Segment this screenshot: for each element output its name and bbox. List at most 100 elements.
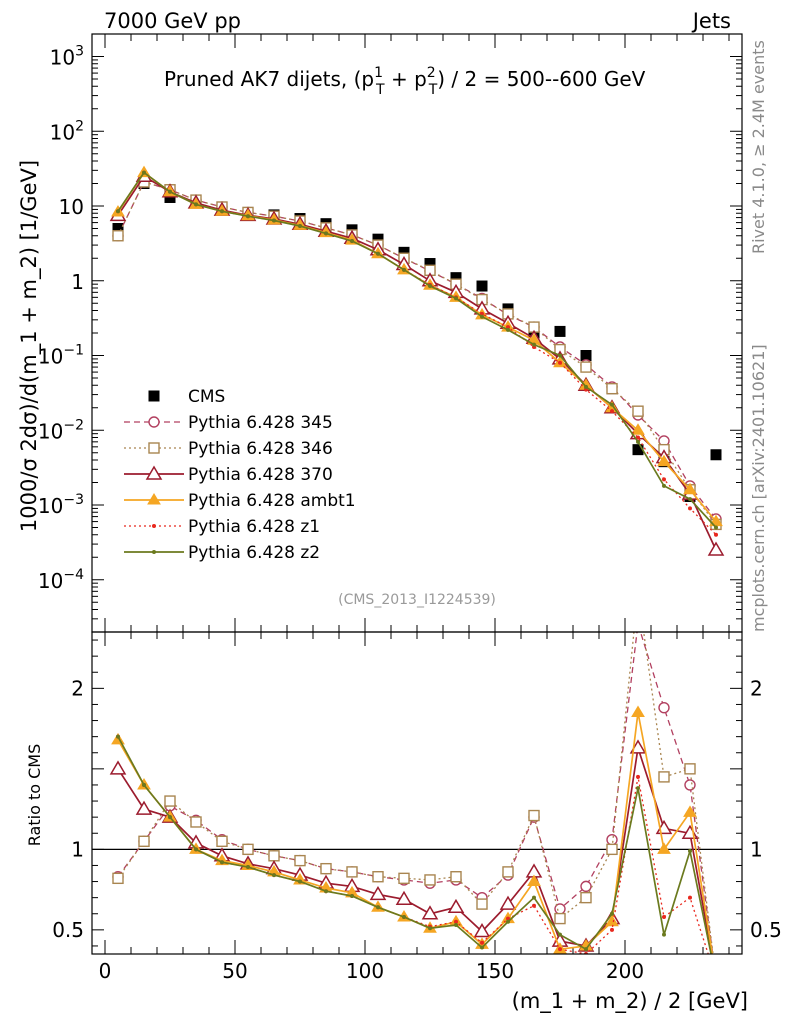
data-point-ambt1 (631, 423, 645, 435)
data-point-z2 (454, 296, 458, 301)
data-point-z2 (662, 483, 666, 488)
series-line-p370 (117, 747, 713, 954)
legend-label: Pythia 6.428 ambt1 (188, 491, 356, 511)
data-point-ambt1 (657, 454, 671, 467)
series-line-z2 (117, 736, 712, 954)
data-point-p346 (112, 230, 124, 242)
data-point-z2 (272, 218, 276, 223)
data-point-ambt1 (683, 482, 697, 495)
y-tick-label: 0.5 (52, 918, 84, 942)
data-point-z2 (194, 202, 198, 207)
data-point-p346 (606, 843, 618, 856)
data-point-CMS (424, 258, 436, 270)
data-point-p370 (369, 885, 387, 901)
data-point-z2 (636, 439, 640, 444)
series-p346 (112, 632, 721, 983)
data-point-CMS (398, 246, 410, 258)
data-point-p345 (606, 833, 618, 846)
data-point-p346 (450, 871, 462, 883)
x-tick-label: 100 (346, 959, 384, 983)
data-point-p346 (554, 912, 566, 925)
data-point-z1 (662, 477, 666, 482)
legend-marker (152, 550, 156, 554)
energy-label: 7000 GeV pp (104, 9, 241, 33)
data-point-z2 (298, 224, 302, 229)
series-z2 (116, 170, 718, 530)
ratio-axes: 0 50 100 150 200 0.5 0.5 1 1 2 2 (52, 632, 782, 983)
y-tick-label: 2 (71, 676, 84, 700)
data-point-z1 (610, 927, 614, 932)
data-point-z2 (610, 911, 614, 916)
data-point-z2 (714, 525, 718, 530)
y-tick-label: 2 (750, 676, 763, 700)
legend-entry-p346: Pythia 6.428 346 (124, 439, 333, 459)
data-point-z2 (272, 873, 276, 878)
rivet-version-label: Rivet 4.1.0, ≥ 2.4M events (749, 40, 768, 254)
data-point-p346 (528, 809, 540, 822)
series-ambt1 (111, 705, 714, 954)
series-line-z2 (117, 171, 717, 529)
data-point-p346 (658, 771, 670, 783)
data-point-p346 (398, 872, 410, 885)
data-point-z2 (688, 497, 692, 502)
data-point-z1 (636, 435, 640, 440)
x-tick-label: 50 (222, 959, 247, 983)
data-point-z2 (532, 342, 536, 347)
legend: CMS Pythia 6.428 345 Pythia 6.428 346 Pythi… (124, 387, 356, 563)
data-point-z2 (116, 734, 120, 739)
data-point-p370 (473, 922, 491, 938)
data-point-z2 (220, 860, 224, 865)
data-point-z2 (324, 889, 328, 894)
data-point-p346 (112, 872, 124, 885)
data-point-z1 (688, 895, 692, 900)
data-point-z1 (610, 409, 614, 414)
data-point-p346 (711, 973, 721, 983)
data-point-p346 (268, 850, 280, 862)
data-point-z2 (428, 926, 432, 931)
y-tick-label: 102 (50, 118, 84, 144)
main-series (109, 165, 725, 556)
x-tick-label: 200 (606, 959, 644, 983)
data-point-ambt1 (631, 705, 645, 717)
legend-label: CMS (188, 387, 225, 407)
chart-title: Pruned AK7 dijets, (p1 T + p2 T) / 2 = 500… (164, 65, 646, 98)
data-point-CMS (450, 272, 462, 284)
data-point-p370 (395, 890, 413, 906)
data-point-z2 (246, 865, 250, 870)
data-point-CMS (112, 223, 124, 235)
legend-label: Pythia 6.428 346 (188, 439, 333, 459)
data-point-z2 (246, 214, 250, 219)
data-point-p345 (633, 619, 643, 629)
data-point-z1 (532, 903, 536, 908)
data-point-z2 (428, 284, 432, 289)
data-point-ambt1 (657, 842, 671, 854)
analysis-id-label: (CMS_2013_I1224539) (338, 592, 496, 608)
legend-entry-CMS: CMS (148, 387, 225, 407)
data-point-p346 (320, 862, 332, 875)
ratio-series (109, 619, 723, 983)
y-tick-label: 10 (59, 195, 84, 219)
data-point-z2 (506, 327, 510, 332)
data-point-p346 (138, 835, 150, 847)
legend-entry-z2: Pythia 6.428 z2 (124, 543, 320, 563)
data-point-z1 (454, 919, 458, 924)
y-tick-label: 0.5 (750, 918, 782, 942)
data-point-p346 (606, 382, 618, 395)
data-point-z1 (558, 360, 562, 365)
y-tick-label: 1 (71, 837, 84, 861)
data-point-p370 (709, 971, 723, 983)
mcplots-label: mcplots.cern.ch [arXiv:2401.10621] (749, 344, 768, 632)
data-point-p370 (135, 800, 153, 815)
data-point-ambt1 (527, 874, 541, 887)
data-point-p346 (164, 795, 176, 807)
y-tick-label: 1 (71, 270, 84, 294)
data-point-z2 (454, 923, 458, 928)
legend-marker (148, 416, 160, 428)
data-point-p346 (294, 854, 306, 867)
data-point-ambt1 (605, 914, 619, 927)
data-point-z2 (168, 189, 172, 194)
legend-entry-ambt1: Pythia 6.428 ambt1 (124, 491, 356, 511)
data-point-z2 (194, 847, 198, 852)
